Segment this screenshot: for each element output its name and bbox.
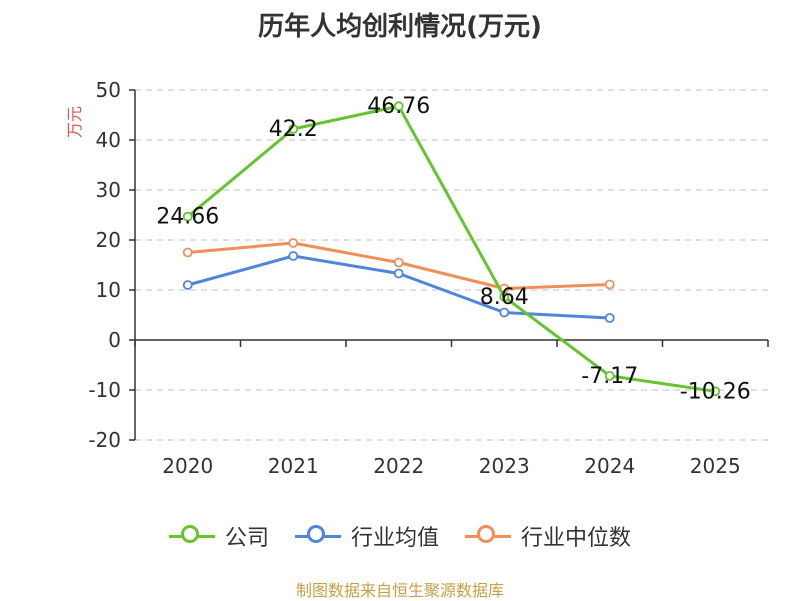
y-tick-label: -20 [88, 428, 121, 452]
data-point-company [499, 291, 510, 302]
legend-swatch-industry-median [465, 525, 511, 547]
y-tick-label: 10 [96, 278, 121, 302]
data-point-company [604, 370, 615, 381]
data-point-industry_median [288, 238, 299, 248]
y-tick-label: -10 [88, 378, 121, 402]
data-point-company [393, 101, 404, 112]
y-tick-label: 40 [96, 128, 121, 152]
y-tick-label: 50 [96, 78, 121, 102]
data-point-company [288, 124, 299, 134]
data-point-industry_median [604, 279, 615, 290]
data-point-industry_median [182, 247, 193, 258]
x-tick-label: 2020 [162, 454, 213, 478]
x-tick-label: 2022 [373, 454, 424, 478]
data-label: 8.64 [480, 285, 529, 310]
data-label: 24.66 [156, 205, 219, 230]
legend-item-industry-avg[interactable]: 行业均值 [294, 520, 439, 552]
legend-item-industry-median[interactable]: 行业中位数 [465, 520, 631, 552]
data-label: -7.17 [581, 364, 638, 389]
data-point-industry_avg [499, 307, 510, 318]
legend-swatch-company [168, 525, 215, 547]
data-point-company [182, 211, 193, 222]
data-point-industry_median [393, 257, 404, 268]
x-tick-label: 2021 [268, 454, 319, 478]
legend-swatch-industry-avg [294, 525, 341, 547]
data-point-industry_avg [288, 251, 299, 261]
legend-label-industry-avg: 行业均值 [350, 526, 439, 551]
legend-label-company: 公司 [224, 526, 269, 551]
data-point-industry_avg [604, 313, 615, 323]
legend-label-industry-median: 行业中位数 [521, 526, 632, 551]
legend: 公司 行业均值 行业中位数 [0, 519, 800, 553]
x-tick-label: 2025 [690, 454, 741, 478]
legend-item-company[interactable]: 公司 [168, 520, 269, 552]
x-tick-label: 2023 [479, 454, 530, 478]
data-point-industry_avg [393, 268, 404, 279]
data-point-company [710, 386, 721, 397]
x-tick-label: 2024 [584, 454, 635, 478]
y-tick-label: 0 [108, 328, 121, 352]
data-label: -10.26 [680, 379, 751, 404]
y-axis-label: 万元 [65, 106, 84, 138]
y-tick-label: 30 [96, 178, 121, 202]
data-label: 46.76 [367, 94, 430, 119]
data-label: 42.2 [269, 117, 318, 142]
data-point-industry_avg [182, 280, 193, 290]
y-tick-label: 20 [96, 228, 121, 252]
series-line-company [186, 104, 716, 393]
chart-title: 历年人均创利情况(万元) [258, 12, 542, 42]
source-note: 制图数据来自恒生聚源数据库 [295, 581, 504, 600]
